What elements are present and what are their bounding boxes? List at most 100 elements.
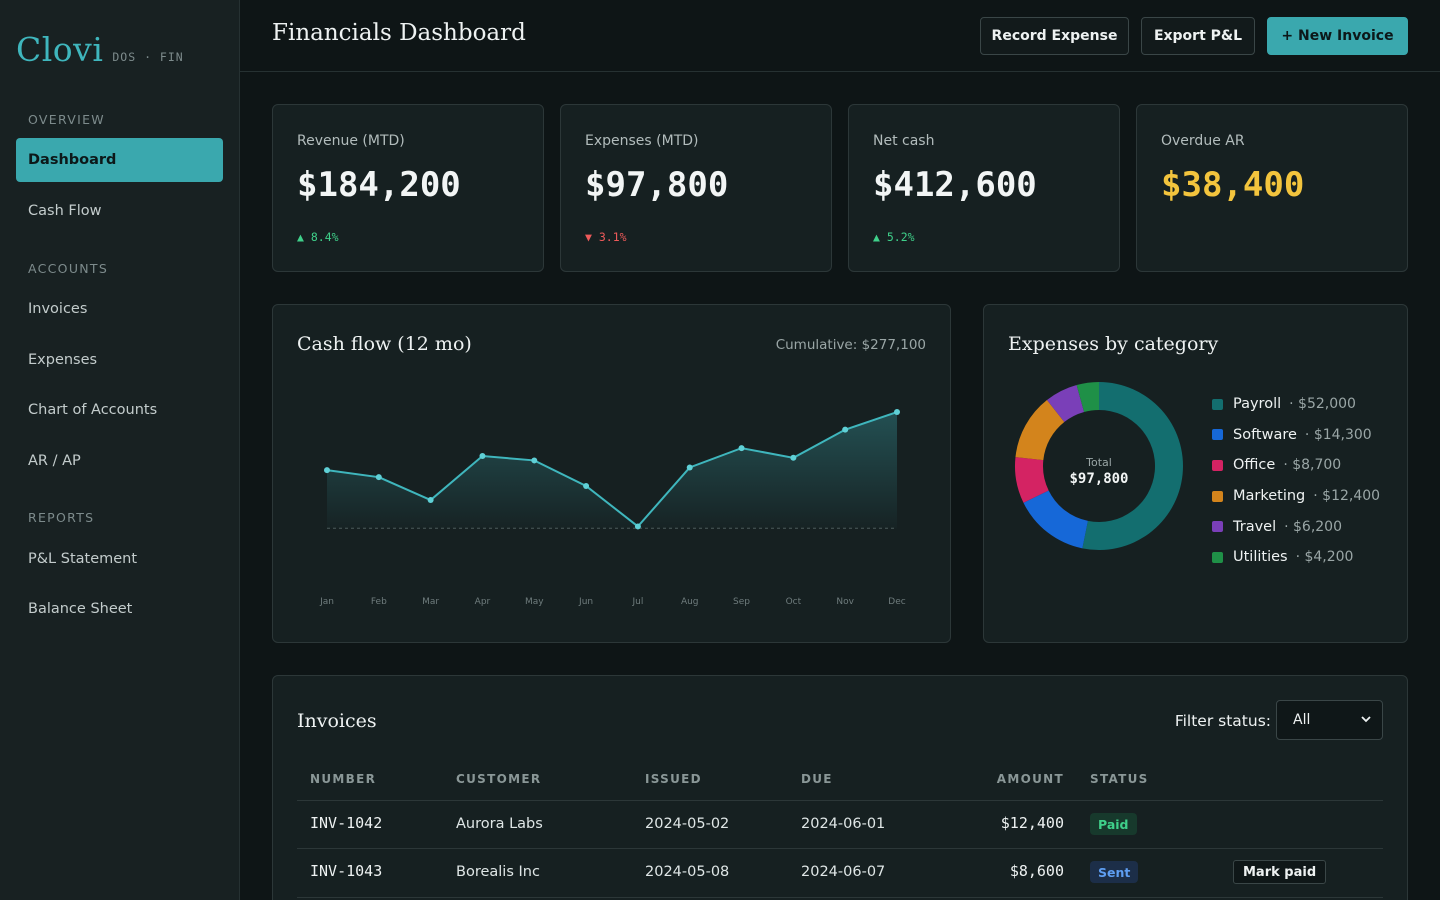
kpi-label: Overdue AR bbox=[1161, 133, 1245, 149]
x-tick-label: Jul bbox=[631, 597, 643, 607]
brand-logo[interactable]: Clovi DOS · FIN bbox=[16, 30, 184, 69]
invoices-title: Invoices bbox=[297, 710, 377, 732]
x-tick-label: Jan bbox=[319, 597, 334, 607]
col-header-status[interactable]: STATUS bbox=[1090, 772, 1149, 786]
kpi-label: Revenue (MTD) bbox=[297, 133, 405, 149]
kpi-value: $184,200 bbox=[297, 165, 461, 205]
legend-swatch bbox=[1212, 551, 1223, 563]
sidebar-item-expenses[interactable]: Expenses bbox=[28, 352, 98, 368]
donut-slice-marketing[interactable] bbox=[1015, 400, 1065, 461]
nav-section-accounts: ACCOUNTS bbox=[28, 261, 109, 276]
cashflow-point-jun[interactable] bbox=[583, 482, 590, 489]
cashflow-cumulative: Cumulative: $277,100 bbox=[775, 337, 926, 353]
filter-status-label: Filter status: bbox=[1174, 712, 1271, 730]
brand-name: Clovi bbox=[16, 30, 104, 69]
kpi-label: Net cash bbox=[873, 133, 935, 149]
cashflow-chart: Jan Feb Mar Apr May Jun Jul Aug Sep Oct Nov Dec bbox=[319, 409, 906, 607]
legend-swatch bbox=[1212, 398, 1223, 410]
filter-status-value: All bbox=[1293, 712, 1311, 728]
col-header-due[interactable]: DUE bbox=[801, 772, 833, 786]
invoice-amount: $12,400 bbox=[1000, 814, 1064, 832]
invoice-customer: Borealis Inc bbox=[456, 864, 540, 880]
cashflow-point-mar[interactable] bbox=[427, 497, 434, 504]
export-pl-button[interactable]: Export P&L bbox=[1141, 17, 1255, 55]
cashflow-point-aug[interactable] bbox=[686, 464, 693, 471]
page-title: Financials Dashboard bbox=[272, 20, 526, 46]
cashflow-card: Cash flow (12 mo) Cumulative: $277,100 J… bbox=[272, 304, 951, 643]
cashflow-point-oct[interactable] bbox=[790, 454, 797, 461]
kpi-card-net-cash: Net cash $412,600 ▲ 5.2% bbox=[848, 104, 1120, 272]
sidebar: Clovi DOS · FIN OVERVIEW Dashboard Cash … bbox=[0, 0, 240, 900]
x-tick-label: Jun bbox=[578, 597, 593, 607]
cashflow-point-apr[interactable] bbox=[479, 453, 486, 460]
invoice-number[interactable]: INV-1043 bbox=[310, 862, 383, 880]
cashflow-point-nov[interactable] bbox=[842, 426, 849, 433]
legend-label: Software bbox=[1233, 426, 1297, 443]
donut-slice-software[interactable] bbox=[1023, 490, 1088, 549]
cashflow-point-jul[interactable] bbox=[634, 523, 641, 530]
kpi-value: $412,600 bbox=[873, 165, 1037, 205]
legend-value: · $6,200 bbox=[1284, 518, 1342, 535]
donut-slice-travel[interactable] bbox=[1046, 385, 1085, 423]
legend-item-office: Office · $8,700 bbox=[1212, 450, 1380, 481]
legend-value: · $52,000 bbox=[1289, 396, 1356, 413]
filter-status-select[interactable]: All bbox=[1276, 700, 1383, 740]
legend-label: Marketing bbox=[1233, 488, 1306, 505]
kpi-card-revenue: Revenue (MTD) $184,200 ▲ 8.4% bbox=[272, 104, 544, 272]
mark-paid-button[interactable]: Mark paid bbox=[1233, 860, 1327, 884]
legend-value: · $4,200 bbox=[1295, 549, 1354, 566]
sidebar-item-cash-flow[interactable]: Cash Flow bbox=[28, 203, 102, 219]
sidebar-item-ar-ap[interactable]: AR / AP bbox=[28, 453, 81, 469]
invoices-card: Invoices Filter status: All NUMBER CUSTO… bbox=[272, 675, 1408, 900]
record-expense-button[interactable]: Record Expense bbox=[980, 17, 1129, 55]
legend-item-software: Software · $14,300 bbox=[1212, 420, 1380, 451]
legend-value: · $8,700 bbox=[1283, 457, 1342, 474]
legend-swatch bbox=[1212, 459, 1223, 471]
cashflow-point-dec[interactable] bbox=[894, 409, 900, 416]
table-divider bbox=[297, 800, 1383, 801]
cashflow-point-sep[interactable] bbox=[738, 445, 745, 452]
cashflow-point-jan[interactable] bbox=[324, 467, 330, 474]
sidebar-item-chart-of-accounts[interactable]: Chart of Accounts bbox=[28, 402, 158, 418]
sidebar-item-dashboard[interactable]: Dashboard bbox=[16, 138, 223, 182]
col-header-number[interactable]: NUMBER bbox=[310, 772, 377, 786]
nav-section-reports: REPORTS bbox=[28, 510, 95, 525]
donut-slice-office[interactable] bbox=[1014, 457, 1049, 503]
legend-swatch bbox=[1212, 429, 1223, 441]
kpi-delta: ▼ 3.1% bbox=[585, 230, 627, 244]
legend-label: Utilities bbox=[1233, 549, 1288, 566]
x-tick-label: Oct bbox=[786, 597, 802, 607]
sidebar-item-pl-statement[interactable]: P&L Statement bbox=[28, 551, 138, 567]
x-tick-label: Nov bbox=[836, 597, 854, 607]
invoice-due: 2024-06-07 bbox=[801, 864, 886, 880]
legend-item-travel: Travel · $6,200 bbox=[1212, 511, 1380, 542]
cashflow-point-may[interactable] bbox=[531, 457, 538, 464]
legend-item-marketing: Marketing · $12,400 bbox=[1212, 481, 1380, 512]
donut-slice-utilities[interactable] bbox=[1076, 382, 1099, 413]
sidebar-item-invoices[interactable]: Invoices bbox=[28, 301, 88, 317]
invoice-number[interactable]: INV-1042 bbox=[310, 814, 383, 832]
x-tick-label: Aug bbox=[681, 597, 699, 607]
col-header-issued[interactable]: ISSUED bbox=[645, 772, 702, 786]
x-tick-label: Mar bbox=[422, 597, 439, 607]
donut-slice-payroll[interactable] bbox=[1082, 382, 1183, 550]
x-tick-label: May bbox=[525, 597, 544, 607]
legend-value: · $14,300 bbox=[1304, 426, 1372, 443]
invoice-issued: 2024-05-08 bbox=[645, 864, 730, 880]
col-header-customer[interactable]: CUSTOMER bbox=[456, 772, 542, 786]
sidebar-item-balance-sheet[interactable]: Balance Sheet bbox=[28, 601, 133, 617]
new-invoice-button[interactable]: + New Invoice bbox=[1267, 17, 1408, 55]
legend-label: Office bbox=[1233, 457, 1276, 474]
brand-subtitle: DOS · FIN bbox=[112, 50, 184, 64]
expenses-legend: Payroll · $52,000 Software · $14,300 Office ·… bbox=[1212, 389, 1380, 573]
invoice-issued: 2024-05-02 bbox=[645, 816, 730, 832]
x-tick-label: Sep bbox=[733, 597, 750, 607]
top-header: Financials Dashboard Record Expense Expo… bbox=[240, 0, 1440, 72]
kpi-delta: ▲ 5.2% bbox=[873, 230, 915, 244]
legend-value: · $12,400 bbox=[1313, 488, 1381, 505]
kpi-card-overdue-ar: Overdue AR $38,400 bbox=[1136, 104, 1408, 272]
kpi-card-expenses: Expenses (MTD) $97,800 ▼ 3.1% bbox=[560, 104, 832, 272]
donut-total-label: Total bbox=[1085, 456, 1112, 469]
cashflow-point-feb[interactable] bbox=[375, 474, 382, 481]
col-header-amount[interactable]: AMOUNT bbox=[996, 772, 1064, 786]
